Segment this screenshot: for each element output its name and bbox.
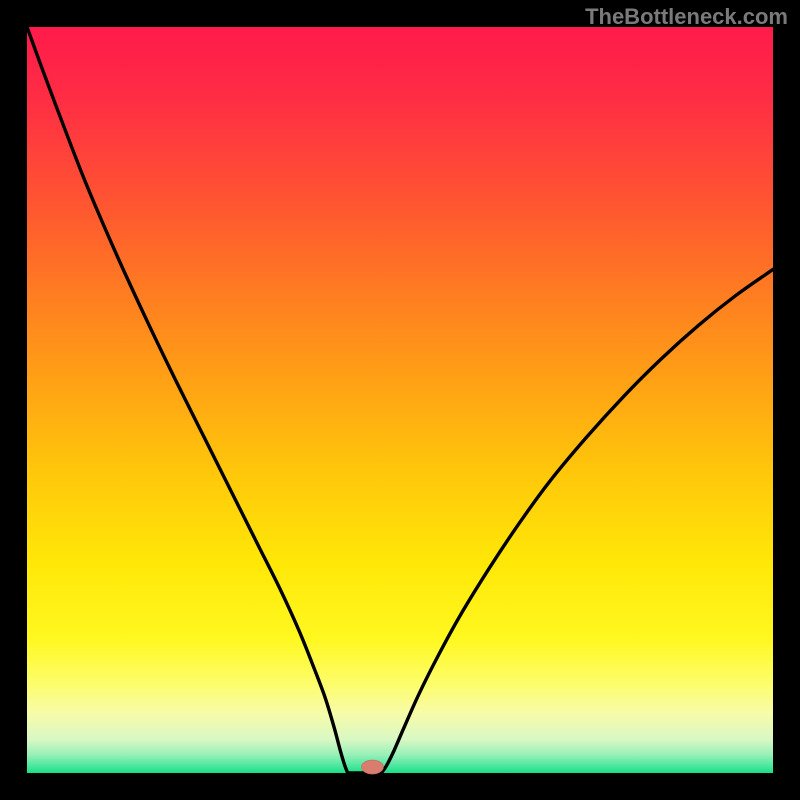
bottleneck-chart — [0, 0, 800, 800]
watermark-text: TheBottleneck.com — [585, 4, 788, 30]
chart-background-gradient — [27, 27, 773, 773]
chart-container: TheBottleneck.com — [0, 0, 800, 800]
optimal-point-marker — [361, 760, 383, 774]
